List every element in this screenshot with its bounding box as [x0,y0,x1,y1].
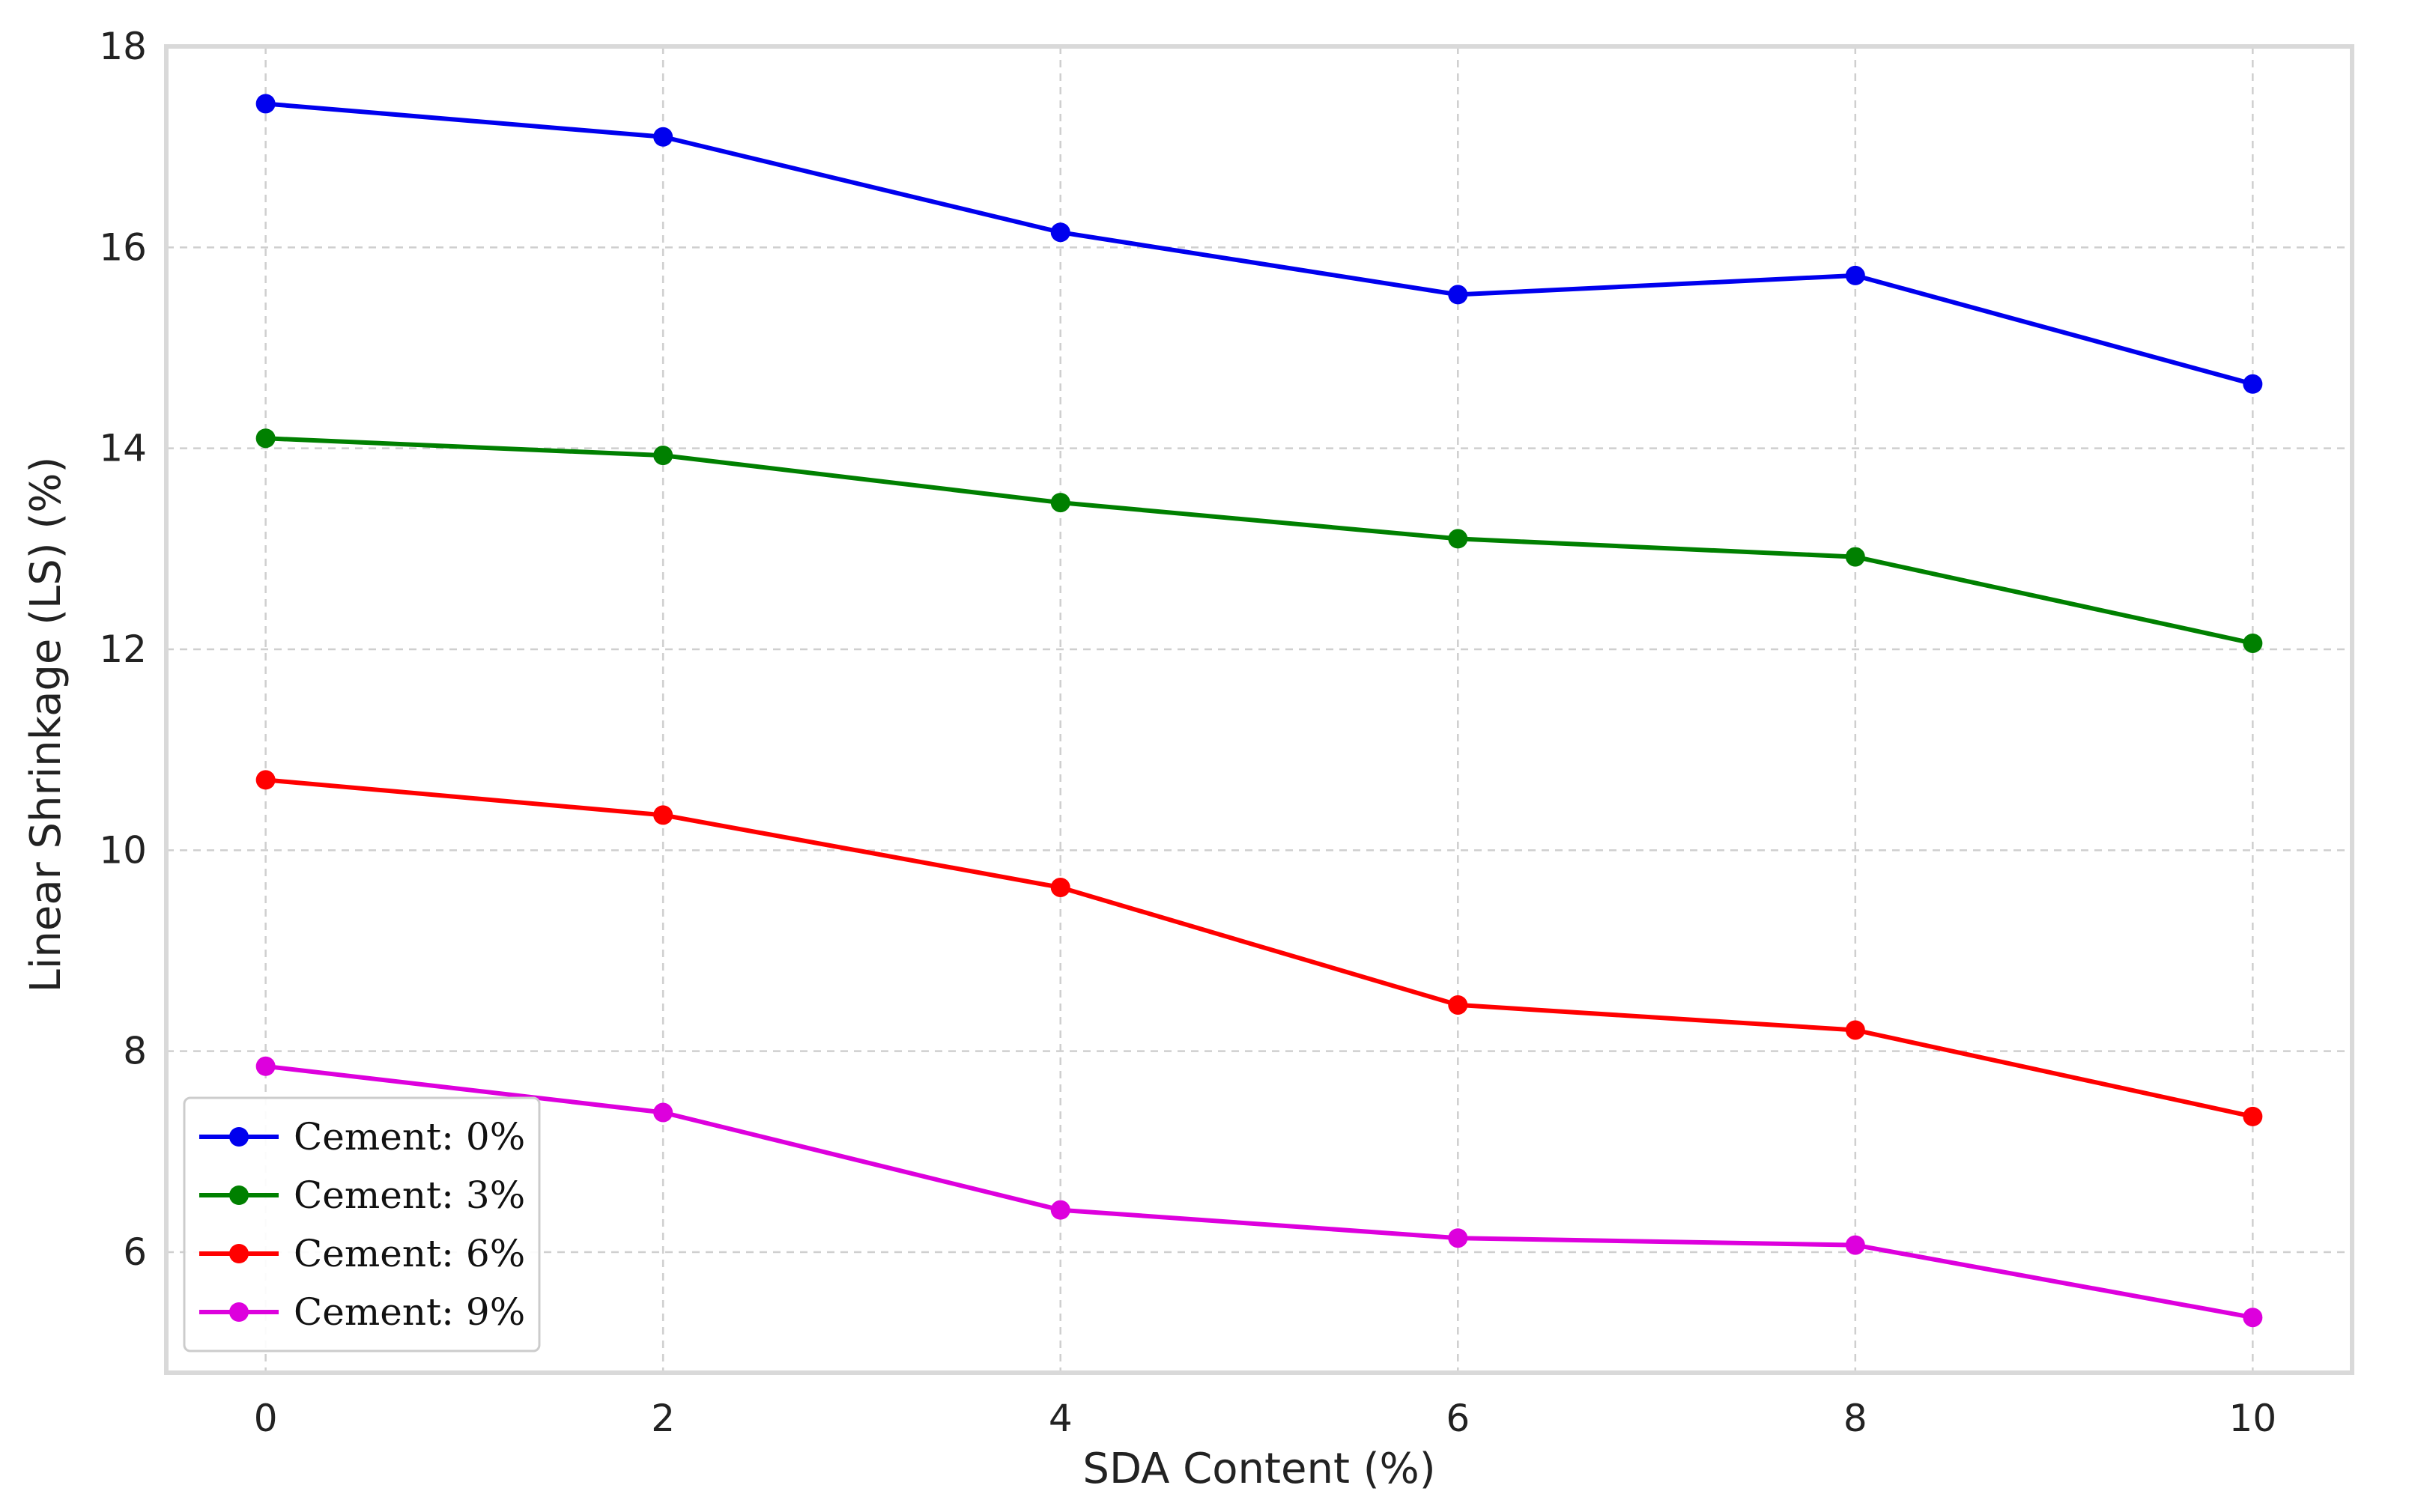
series-2 [255,428,2263,653]
data-point [653,446,673,466]
legend-label: Cement: 0% [294,1115,525,1159]
data-point [1448,285,1468,305]
legend-item: Cement: 9% [199,1290,525,1334]
data-point [255,428,276,449]
legend-label: Cement: 3% [294,1174,525,1217]
legend-item: Cement: 6% [199,1232,525,1275]
data-point [2243,1106,2263,1126]
series-line [263,436,2255,646]
legend-marker [229,1127,249,1147]
x-tick-label: 10 [2229,1397,2277,1440]
data-point [1050,493,1070,513]
data-point [1448,529,1468,549]
legend-marker [229,1185,249,1205]
data-point [2243,1308,2263,1328]
series-4 [255,1056,2263,1328]
series-line [263,101,2255,386]
series-line [263,777,2255,1119]
y-tick-label: 18 [99,25,147,68]
data-point [1448,1228,1468,1248]
x-tick-label: 4 [1049,1397,1073,1440]
series-3 [255,770,2263,1126]
data-point [653,127,673,147]
y-tick-label: 14 [99,427,147,470]
tick-labels: 0 2 4 6 8 10 6 8 10 12 14 16 18 [99,25,2276,1440]
data-point [255,1056,276,1076]
y-tick-label: 8 [123,1030,147,1073]
data-point [653,1102,673,1123]
data-point [1845,265,1865,285]
legend-marker [229,1244,249,1263]
data-point [1845,547,1865,567]
data-point [1448,995,1468,1015]
x-tick-label: 0 [254,1397,278,1440]
data-point [1050,1200,1070,1220]
legend-label: Cement: 6% [294,1232,525,1275]
legend-item: Cement: 3% [199,1174,525,1217]
data-point [255,94,276,114]
y-tick-label: 6 [123,1230,147,1274]
x-tick-label: 2 [651,1397,675,1440]
series-layer [255,94,2263,1328]
series-line [263,1063,2255,1320]
data-point [2243,633,2263,653]
data-point [1050,222,1070,243]
legend-label: Cement: 9% [294,1290,525,1334]
y-tick-label: 10 [99,828,147,872]
legend-item: Cement: 0% [199,1115,525,1159]
plot-frame [164,44,2354,1375]
data-point [1845,1235,1865,1255]
data-point [653,805,673,825]
series-1 [255,94,2263,394]
data-point [1845,1020,1865,1040]
legend-marker [229,1302,249,1322]
x-tick-label: 6 [1446,1397,1470,1440]
x-tick-label: 8 [1843,1397,1867,1440]
y-tick-label: 16 [99,225,147,269]
y-tick-label: 12 [99,628,147,671]
data-point [2243,374,2263,394]
y-axis-title: Linear Shrinkage (LS) (%) [22,457,70,993]
legend-box [183,1096,541,1352]
data-point [255,770,276,790]
legend: Cement: 0% Cement: 3% Cement: 6% Cement: 9% [183,1096,541,1352]
data-point [1050,877,1070,897]
x-axis-title: SDA Content (%) [1082,1445,1435,1493]
